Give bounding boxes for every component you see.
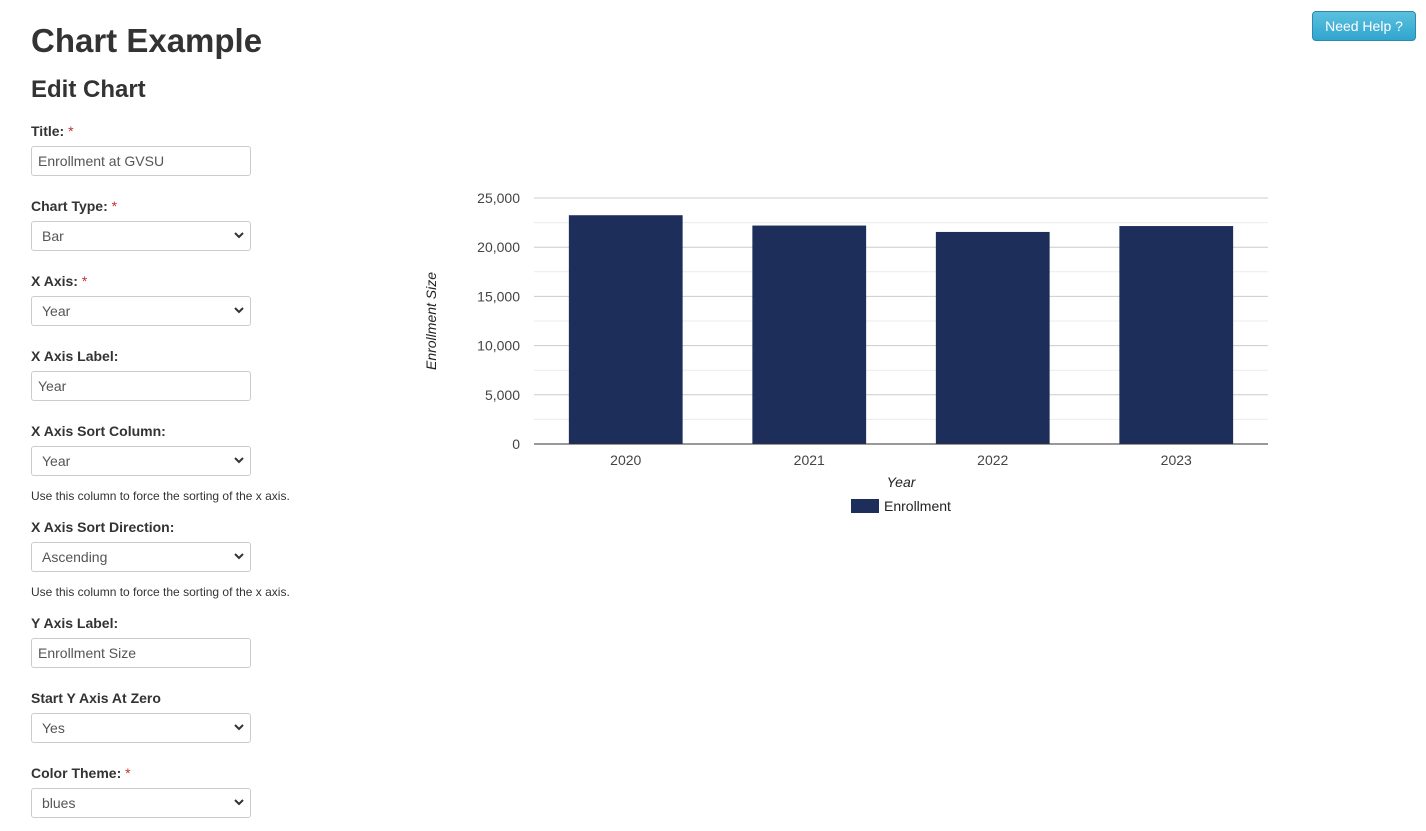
x-axis-sort-column-value: Year — [42, 453, 71, 469]
bar — [568, 215, 683, 444]
enrollment-bar-chart: 0 5,000 10,000 15,000 20,000 25,000 2020 2021 20… — [423, 190, 1268, 514]
x-axis-sort-direction-label: X Axis Sort Direction: — [31, 518, 174, 536]
y-axis-title: Enrollment Size — [423, 272, 439, 370]
x-tick-label: 2022 — [977, 452, 1008, 468]
bar — [1119, 226, 1234, 444]
y-tick-label: 20,000 — [477, 239, 520, 255]
chart-type-label: Chart Type: * — [31, 197, 117, 215]
chevron-down-icon — [234, 724, 244, 731]
start-y-axis-at-zero-select[interactable]: Yes — [31, 713, 251, 743]
chart-type-select[interactable]: Bar — [31, 221, 251, 251]
x-axis-select[interactable]: Year — [31, 296, 251, 326]
required-marker: * — [81, 273, 88, 289]
color-theme-select[interactable]: blues — [31, 788, 251, 818]
chevron-down-icon — [234, 553, 244, 560]
chevron-down-icon — [234, 799, 244, 806]
y-tick-label: 15,000 — [477, 288, 520, 304]
page-title: Chart Example — [31, 22, 263, 59]
x-axis-label: X Axis: * — [31, 272, 87, 290]
color-theme-label: Color Theme: * — [31, 764, 131, 782]
bar — [752, 225, 867, 444]
y-axis-label-input[interactable] — [31, 638, 251, 668]
legend-label: Enrollment — [884, 498, 951, 514]
x-axis-label-field-label: X Axis Label: — [31, 347, 118, 365]
title-input[interactable] — [31, 146, 251, 176]
x-axis-sort-direction-select[interactable]: Ascending — [31, 542, 251, 572]
section-title: Edit Chart — [31, 76, 146, 103]
y-tick-label: 0 — [512, 436, 520, 452]
y-tick-label: 25,000 — [477, 190, 520, 206]
x-axis-sort-column-label-text: X Axis Sort Column: — [31, 423, 166, 439]
x-axis-label-field-text: X Axis Label: — [31, 348, 119, 364]
legend-swatch — [851, 499, 879, 513]
x-tick-label: 2021 — [794, 452, 825, 468]
chevron-down-icon — [234, 307, 244, 314]
chevron-down-icon — [234, 457, 244, 464]
x-axis-label-text: X Axis: — [31, 273, 78, 289]
required-marker: * — [111, 198, 118, 214]
x-axis-sort-direction-label-text: X Axis Sort Direction: — [31, 519, 175, 535]
chart-type-label-text: Chart Type: — [31, 198, 108, 214]
start-y-axis-at-zero-label: Start Y Axis At Zero — [31, 689, 161, 707]
x-axis-sort-column-select[interactable]: Year — [31, 446, 251, 476]
x-axis-sort-direction-help: Use this column to force the sorting of … — [31, 585, 290, 599]
start-y-axis-at-zero-value: Yes — [42, 720, 65, 736]
x-axis-sort-column-help: Use this column to force the sorting of … — [31, 489, 290, 503]
x-axis-sort-direction-value: Ascending — [42, 549, 108, 565]
x-axis-label-input[interactable] — [31, 371, 251, 401]
color-theme-label-text: Color Theme: — [31, 765, 122, 781]
y-tick-label: 10,000 — [477, 338, 520, 354]
y-axis-label-field-label: Y Axis Label: — [31, 614, 118, 632]
y-axis-label-field-text: Y Axis Label: — [31, 615, 119, 631]
x-axis-value: Year — [42, 303, 71, 319]
title-label-text: Title: — [31, 123, 65, 139]
bar — [935, 231, 1050, 444]
required-marker: * — [68, 123, 74, 139]
title-label: Title: * — [31, 122, 74, 140]
color-theme-value: blues — [42, 795, 76, 811]
chevron-down-icon — [234, 232, 244, 239]
x-tick-label: 2020 — [610, 452, 641, 468]
y-tick-label: 5,000 — [485, 387, 520, 403]
x-tick-label: 2023 — [1161, 452, 1192, 468]
chart-type-value: Bar — [42, 228, 64, 244]
required-marker: * — [125, 765, 131, 781]
x-axis-sort-column-label: X Axis Sort Column: — [31, 422, 166, 440]
need-help-button[interactable]: Need Help ? — [1312, 11, 1416, 41]
start-y-axis-at-zero-label-text: Start Y Axis At Zero — [31, 690, 161, 706]
x-axis-title: Year — [887, 474, 917, 490]
